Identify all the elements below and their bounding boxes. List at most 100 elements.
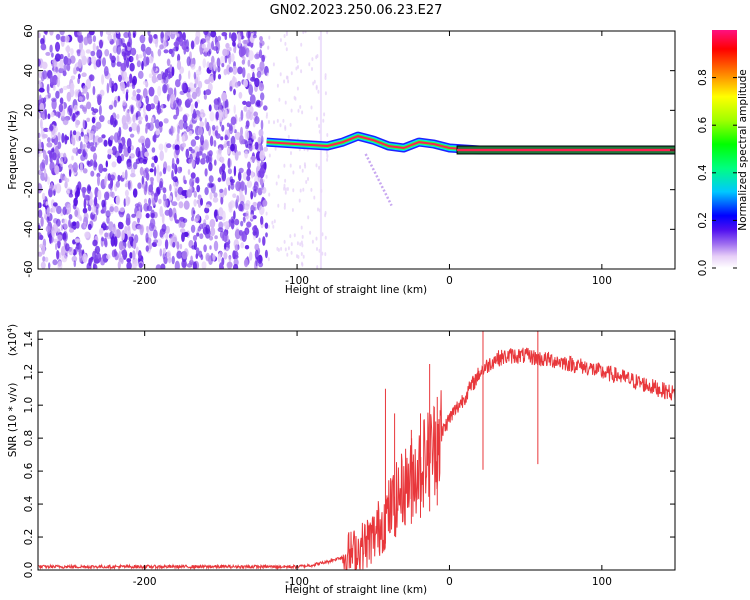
noise-speck-faint <box>272 62 275 67</box>
noise-speck <box>129 133 135 138</box>
x-tick-label: 100 <box>592 275 612 287</box>
noise-speck-faint <box>322 118 325 123</box>
noise-speck <box>178 220 182 228</box>
noise-speck <box>97 189 102 201</box>
noise-speck <box>139 166 144 176</box>
noise-speck <box>169 184 172 192</box>
noise-speck <box>217 227 224 233</box>
noise-speck <box>176 132 180 142</box>
noise-speck <box>74 209 79 217</box>
noise-speck <box>213 240 219 252</box>
noise-speck <box>233 88 236 96</box>
noise-speck <box>131 213 137 218</box>
noise-speck <box>106 254 111 260</box>
noise-speck <box>82 207 88 214</box>
y-tick-label: 0 <box>23 147 35 154</box>
noise-speck <box>216 111 219 120</box>
noise-speck-faint <box>324 213 327 218</box>
noise-speck <box>159 44 164 50</box>
noise-speck <box>181 232 185 243</box>
y-axis-ticks: -60 -40 -20 0 20 40 60 <box>23 24 675 278</box>
noise-speck <box>209 111 215 122</box>
noise-speck <box>47 113 51 120</box>
x-tick-label: -100 <box>285 576 309 588</box>
noise-speck-faint <box>287 79 290 84</box>
noise-speck <box>70 189 73 195</box>
noise-speck <box>196 151 200 159</box>
noise-speck <box>225 42 230 49</box>
noise-speck <box>153 239 159 244</box>
noise-speck <box>170 125 174 136</box>
noise-speck <box>105 160 109 168</box>
noise-speck <box>224 48 230 56</box>
noise-speck <box>181 251 188 260</box>
noise-speck <box>171 170 174 180</box>
noise-speck <box>217 74 222 80</box>
noise-speck <box>87 223 92 231</box>
noise-speck <box>192 261 197 269</box>
noise-speck <box>188 130 193 136</box>
noise-speck <box>201 43 206 49</box>
noise-speck <box>127 41 131 47</box>
noise-speck <box>114 250 118 257</box>
noise-speck <box>52 259 58 266</box>
noise-speck <box>174 144 180 151</box>
noise-speck <box>194 36 200 45</box>
noise-speck <box>197 194 202 200</box>
noise-speck <box>241 137 245 145</box>
noise-speck <box>68 219 71 228</box>
noise-speck <box>126 80 130 88</box>
noise-speck <box>99 115 105 123</box>
noise-speck <box>65 58 72 66</box>
noise-speck <box>197 126 203 136</box>
noise-speck <box>107 153 112 160</box>
noise-speck <box>148 122 154 132</box>
noise-speck-faint <box>268 120 270 124</box>
noise-speck <box>105 210 111 218</box>
noise-speck <box>146 205 153 212</box>
noise-speck <box>101 134 106 139</box>
noise-speck <box>48 262 51 269</box>
noise-speck <box>233 46 236 53</box>
noise-speck <box>189 178 195 187</box>
noise-speck <box>253 188 257 198</box>
noise-speck <box>178 119 184 130</box>
noise-speck <box>166 165 171 172</box>
noise-speck <box>159 206 163 217</box>
noise-speck <box>175 79 181 88</box>
noise-speck <box>182 32 186 41</box>
noise-speck <box>244 245 250 250</box>
noise-speck <box>45 225 51 233</box>
noise-speck <box>181 142 186 148</box>
noise-speck-faint <box>283 34 286 38</box>
noise-speck <box>221 63 225 68</box>
noise-speck-faint <box>290 151 292 156</box>
noise-speck <box>238 167 244 174</box>
noise-speck <box>38 251 43 257</box>
noise-speck <box>238 39 242 47</box>
noise-speck <box>259 150 266 161</box>
noise-speck <box>209 135 214 147</box>
noise-speck <box>100 209 105 214</box>
noise-speck <box>47 137 51 143</box>
noise-speck <box>229 86 233 92</box>
noise-speck <box>111 161 117 168</box>
noise-speck <box>131 96 136 101</box>
noise-speck <box>181 135 186 143</box>
noise-speck <box>99 227 104 234</box>
noise-speck <box>190 40 195 50</box>
noise-speck <box>200 113 204 119</box>
noise-speck <box>244 150 249 159</box>
noise-speck-faint <box>290 242 293 247</box>
noise-speck <box>260 161 265 169</box>
y-tick-label: -20 <box>23 181 35 198</box>
noise-speck <box>121 115 127 126</box>
noise-speck <box>219 188 224 193</box>
noise-speck <box>117 221 124 230</box>
noise-speck <box>174 212 177 222</box>
noise-speck <box>71 155 74 161</box>
noise-speck <box>82 188 86 198</box>
noise-speck-faint <box>299 188 302 193</box>
noise-speck <box>153 134 157 143</box>
